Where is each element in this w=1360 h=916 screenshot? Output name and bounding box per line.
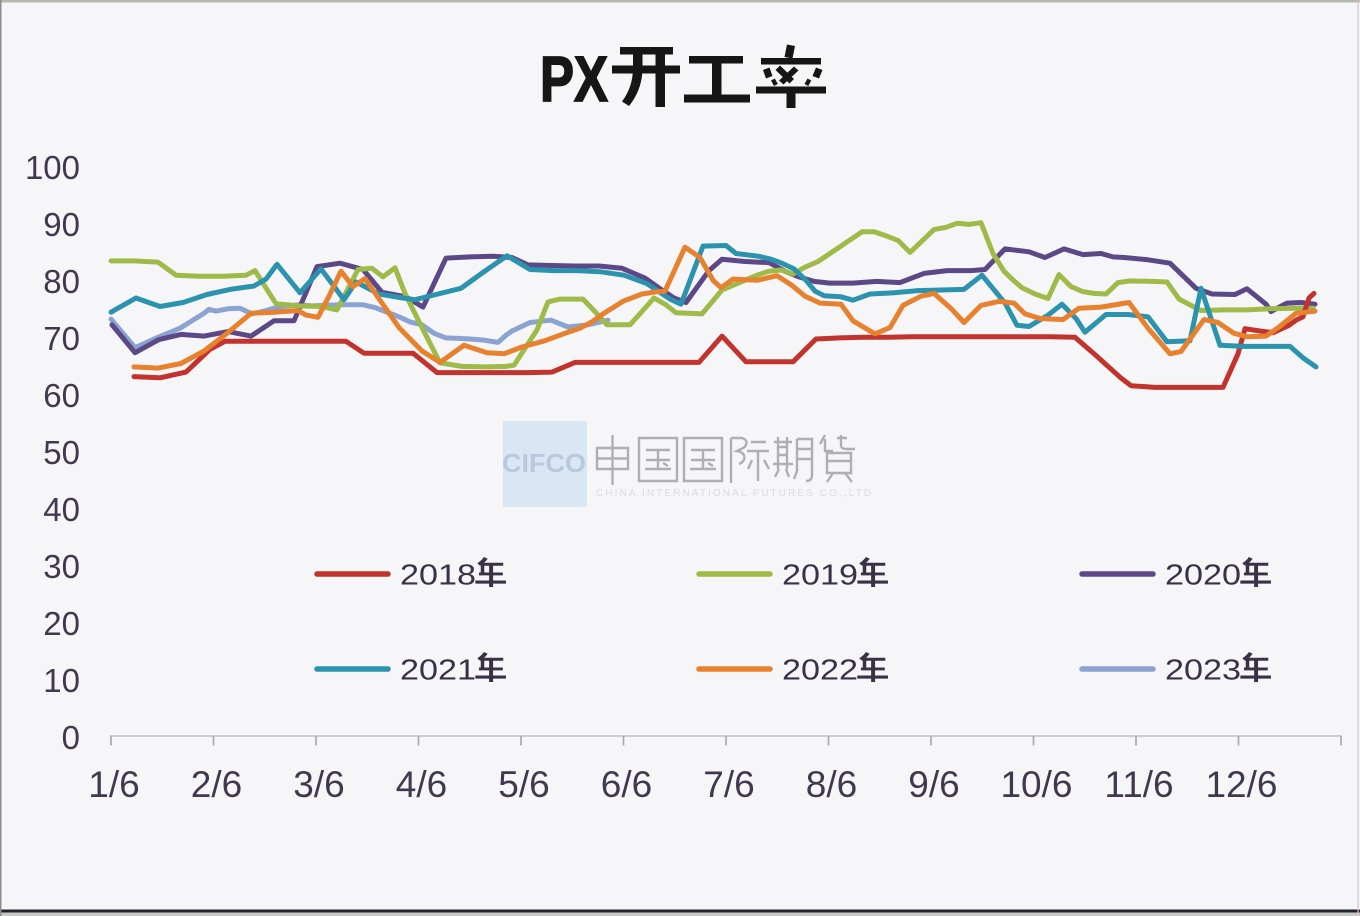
svg-text:2022: 2022 xyxy=(782,655,858,687)
svg-text:4/6: 4/6 xyxy=(396,764,447,805)
svg-text:9/6: 9/6 xyxy=(908,764,959,805)
svg-text:20: 20 xyxy=(43,605,80,642)
svg-text:90: 90 xyxy=(43,206,80,243)
svg-text:50: 50 xyxy=(43,434,80,471)
svg-text:11/6: 11/6 xyxy=(1104,764,1173,805)
svg-text:7/6: 7/6 xyxy=(703,764,754,805)
svg-text:70: 70 xyxy=(43,320,80,357)
svg-text:30: 30 xyxy=(43,548,80,585)
svg-text:1/6: 1/6 xyxy=(88,764,139,805)
svg-text:2021: 2021 xyxy=(400,655,476,687)
svg-text:60: 60 xyxy=(43,377,80,414)
svg-text:2023: 2023 xyxy=(1165,655,1241,687)
svg-text:8/6: 8/6 xyxy=(806,764,857,805)
svg-text:6/6: 6/6 xyxy=(601,764,652,805)
svg-text:2020: 2020 xyxy=(1165,560,1241,592)
svg-text:CIFCO: CIFCO xyxy=(502,448,586,478)
svg-text:12/6: 12/6 xyxy=(1205,764,1277,805)
svg-text:100: 100 xyxy=(25,149,80,186)
svg-text:80: 80 xyxy=(43,263,80,300)
svg-text:2018: 2018 xyxy=(400,560,476,592)
svg-text:CHINA INTERNATIONAL FUTURES CO: CHINA INTERNATIONAL FUTURES CO.,LTD xyxy=(596,488,873,499)
svg-text:2/6: 2/6 xyxy=(191,764,242,805)
svg-text:5/6: 5/6 xyxy=(498,764,549,805)
svg-text:PX: PX xyxy=(540,43,608,115)
svg-text:10/6: 10/6 xyxy=(1000,764,1072,805)
svg-text:40: 40 xyxy=(43,491,80,528)
svg-text:10: 10 xyxy=(43,662,80,699)
svg-text:2019: 2019 xyxy=(782,560,858,592)
svg-text:0: 0 xyxy=(62,719,80,756)
svg-text:3/6: 3/6 xyxy=(293,764,344,805)
